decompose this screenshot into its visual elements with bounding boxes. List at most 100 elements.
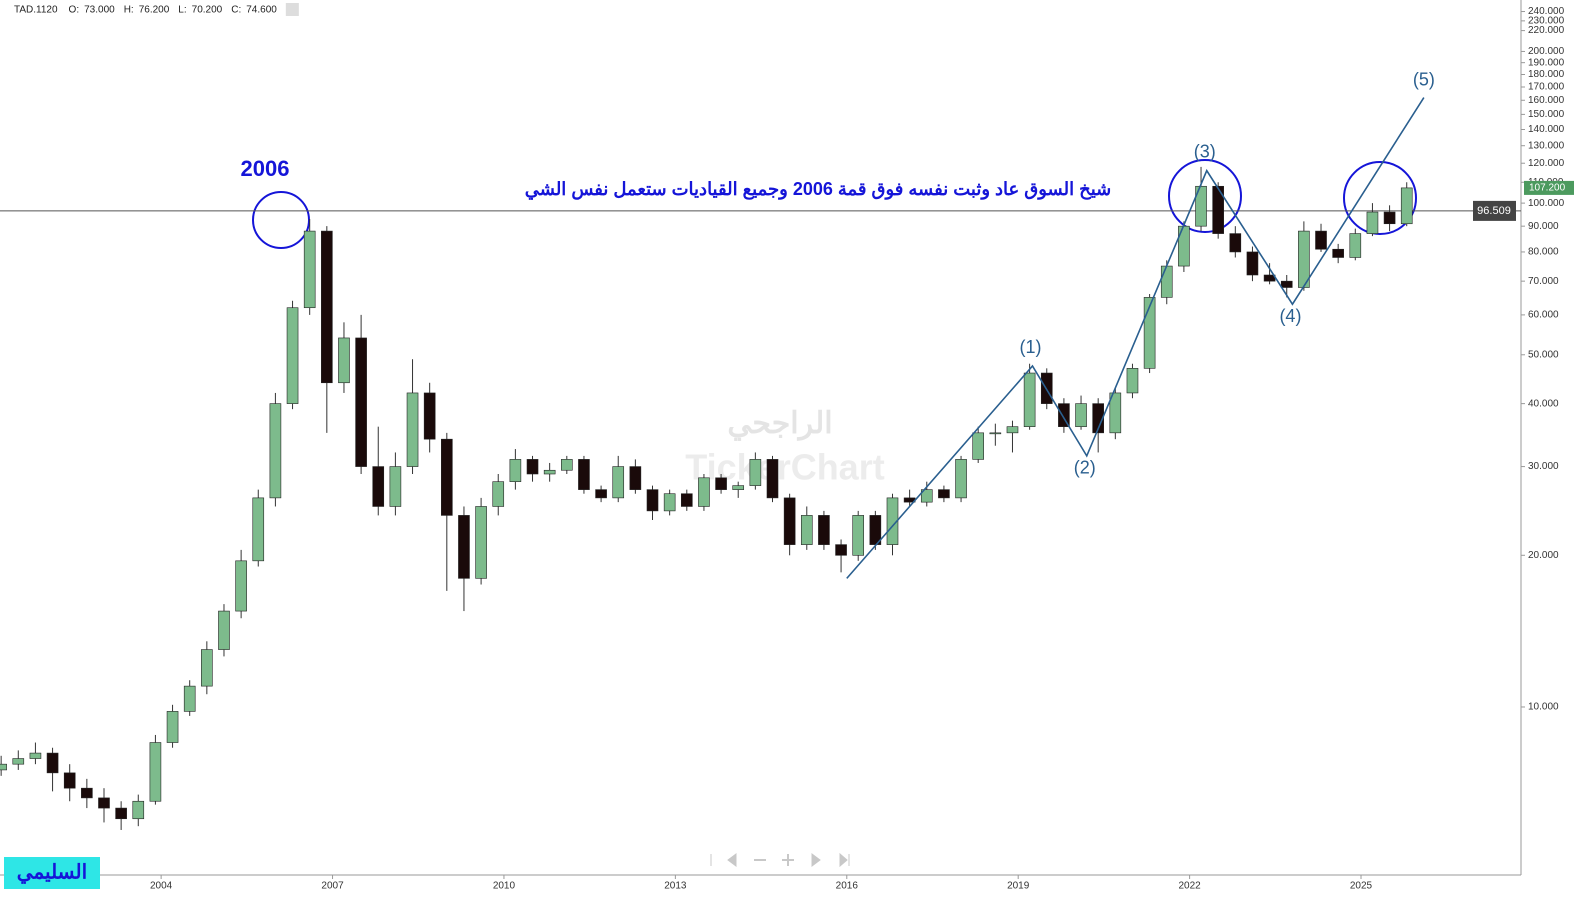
candle-body bbox=[1006, 426, 1019, 434]
candle-body bbox=[1246, 251, 1259, 276]
hline-price-bg bbox=[1473, 200, 1516, 221]
x-tick-label: 2022 bbox=[1178, 881, 1201, 892]
hline-price-label: 96.509 bbox=[1477, 205, 1511, 217]
candle-body bbox=[612, 466, 625, 499]
candle-body bbox=[46, 752, 59, 774]
scroll-left[interactable] bbox=[727, 853, 737, 867]
candle-body bbox=[818, 515, 830, 545]
candle-body bbox=[561, 459, 573, 471]
candle-body bbox=[338, 337, 350, 384]
author-tag: السليمي bbox=[17, 861, 87, 884]
highlight-circle bbox=[252, 191, 310, 249]
y-tick-label: 140.000 bbox=[1528, 124, 1565, 135]
candle-body bbox=[235, 560, 247, 612]
x-tick-label: 2016 bbox=[836, 881, 859, 892]
candle-body bbox=[989, 432, 1002, 435]
zoom-in[interactable] bbox=[782, 854, 794, 866]
candle-body bbox=[1126, 368, 1139, 394]
candle-body bbox=[1315, 230, 1327, 250]
header-text: L: bbox=[178, 5, 186, 16]
candle-body bbox=[81, 787, 93, 799]
candle-body bbox=[543, 469, 556, 475]
candle-body bbox=[166, 711, 179, 743]
candle-body bbox=[1160, 265, 1173, 298]
y-tick-label: 90.000 bbox=[1528, 221, 1559, 232]
x-tick-label: 2013 bbox=[664, 881, 687, 892]
candle-body bbox=[972, 432, 984, 460]
candle-body bbox=[458, 515, 470, 579]
y-tick-label: 130.000 bbox=[1528, 140, 1565, 151]
candle-body bbox=[252, 497, 265, 562]
candle-body bbox=[698, 477, 710, 507]
candle-body bbox=[595, 489, 607, 499]
candle-body bbox=[526, 459, 539, 475]
header-text: TAD.1120 bbox=[14, 5, 58, 16]
candle-body bbox=[1366, 211, 1379, 234]
candle-body bbox=[629, 466, 642, 490]
header-text: 70.200 bbox=[192, 5, 223, 16]
candle-body bbox=[441, 438, 453, 516]
candle-body bbox=[269, 403, 282, 499]
y-tick-label: 40.000 bbox=[1528, 398, 1559, 409]
candle-body bbox=[783, 497, 796, 545]
y-tick-label: 150.000 bbox=[1528, 109, 1565, 120]
candle-body bbox=[1229, 233, 1242, 253]
candle-body bbox=[475, 506, 487, 579]
candle-body bbox=[955, 459, 967, 499]
candle-body bbox=[286, 307, 299, 404]
y-tick-label: 180.000 bbox=[1528, 69, 1565, 80]
candle-body bbox=[646, 489, 659, 512]
candle-body bbox=[886, 497, 899, 545]
candle-body bbox=[132, 800, 145, 820]
candle-body bbox=[1023, 372, 1036, 427]
header-text: 73.000 bbox=[84, 5, 115, 16]
scroll-right[interactable] bbox=[811, 853, 821, 867]
y-tick-label: 50.000 bbox=[1528, 349, 1559, 360]
header-text: 76.200 bbox=[139, 5, 170, 16]
highlight-circle bbox=[1168, 159, 1242, 233]
candle-body bbox=[1075, 403, 1087, 427]
candle-body bbox=[0, 763, 7, 771]
candle-body bbox=[509, 459, 522, 482]
candle-body bbox=[389, 466, 402, 507]
candle-body bbox=[1332, 248, 1344, 258]
scroll-end[interactable] bbox=[839, 852, 850, 868]
y-tick-label: 20.000 bbox=[1528, 550, 1559, 561]
candle-body bbox=[1058, 403, 1070, 427]
header-text: H: bbox=[124, 5, 134, 16]
candle-body bbox=[406, 392, 419, 467]
x-tick-label: 2007 bbox=[321, 881, 344, 892]
candle-body bbox=[492, 481, 505, 507]
wave-label: (3) bbox=[1194, 141, 1216, 161]
candle-body bbox=[63, 772, 76, 789]
last-price-bg bbox=[1524, 180, 1574, 195]
y-tick-label: 200.000 bbox=[1528, 46, 1565, 57]
candle-body bbox=[183, 685, 196, 712]
y-tick-label: 80.000 bbox=[1528, 247, 1559, 258]
header-menu[interactable] bbox=[285, 3, 299, 16]
candle-body bbox=[218, 610, 230, 650]
candle-body bbox=[1383, 211, 1396, 225]
scroll-toolbar[interactable] bbox=[710, 852, 850, 868]
candle-body bbox=[766, 459, 779, 499]
candle-body bbox=[938, 489, 950, 499]
x-tick-label: 2004 bbox=[150, 881, 173, 892]
candle-body bbox=[800, 515, 813, 545]
wave-label: (1) bbox=[1019, 337, 1041, 357]
candle-body bbox=[732, 485, 745, 490]
header-text: O: bbox=[69, 5, 80, 16]
year-annotation: 2006 bbox=[241, 156, 290, 181]
y-tick-label: 160.000 bbox=[1528, 95, 1565, 106]
candle-body bbox=[115, 807, 127, 820]
candle-body bbox=[1092, 403, 1104, 434]
author-tag-bg bbox=[4, 857, 100, 889]
candle-body bbox=[1143, 297, 1156, 369]
y-tick-label: 10.000 bbox=[1528, 702, 1559, 713]
ohlc-header: TAD.1120 O: 73.000 H: 76.200 L: 70.200 C: 74.600 bbox=[14, 3, 299, 16]
y-tick-label: 100.000 bbox=[1528, 198, 1565, 209]
candle-body bbox=[303, 230, 316, 309]
x-tick-label: 2010 bbox=[493, 881, 516, 892]
candle-body bbox=[749, 459, 762, 486]
